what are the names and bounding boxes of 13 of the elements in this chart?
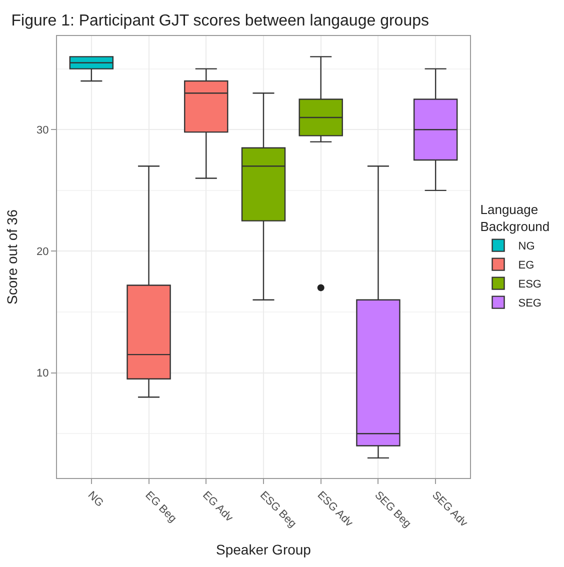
legend-label: NG [518, 240, 535, 253]
x-tick-label: NG [85, 489, 106, 510]
y-tick-label: 10 [36, 368, 49, 380]
chart-title: Figure 1: Participant GJT scores between langauge groups [11, 12, 429, 30]
legend-label: SEG [518, 298, 542, 310]
legend-label: EG [518, 260, 534, 272]
y-tick-label: 30 [36, 124, 49, 136]
x-axis-title: Speaker Group [216, 541, 312, 558]
x-tick-label: EG Adv [200, 489, 236, 524]
y-tick-label: 20 [36, 246, 49, 258]
y-axis-title: Score out of 36 [4, 209, 20, 304]
legend-title: Language Background [480, 202, 550, 234]
legend-label: ESG [518, 278, 542, 291]
